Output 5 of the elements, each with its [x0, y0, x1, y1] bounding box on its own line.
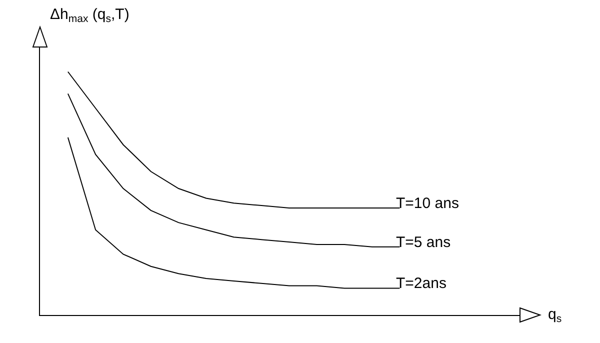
text: q$_{s}$	[548, 306, 562, 326]
series-label: T=5 ans	[396, 234, 451, 251]
series-label: T=10 ans	[396, 195, 459, 212]
y-axis-title: Δh$_{max}$ (q$_{s}$,T)	[50, 6, 130, 26]
series-label: T=2ans	[396, 275, 446, 292]
